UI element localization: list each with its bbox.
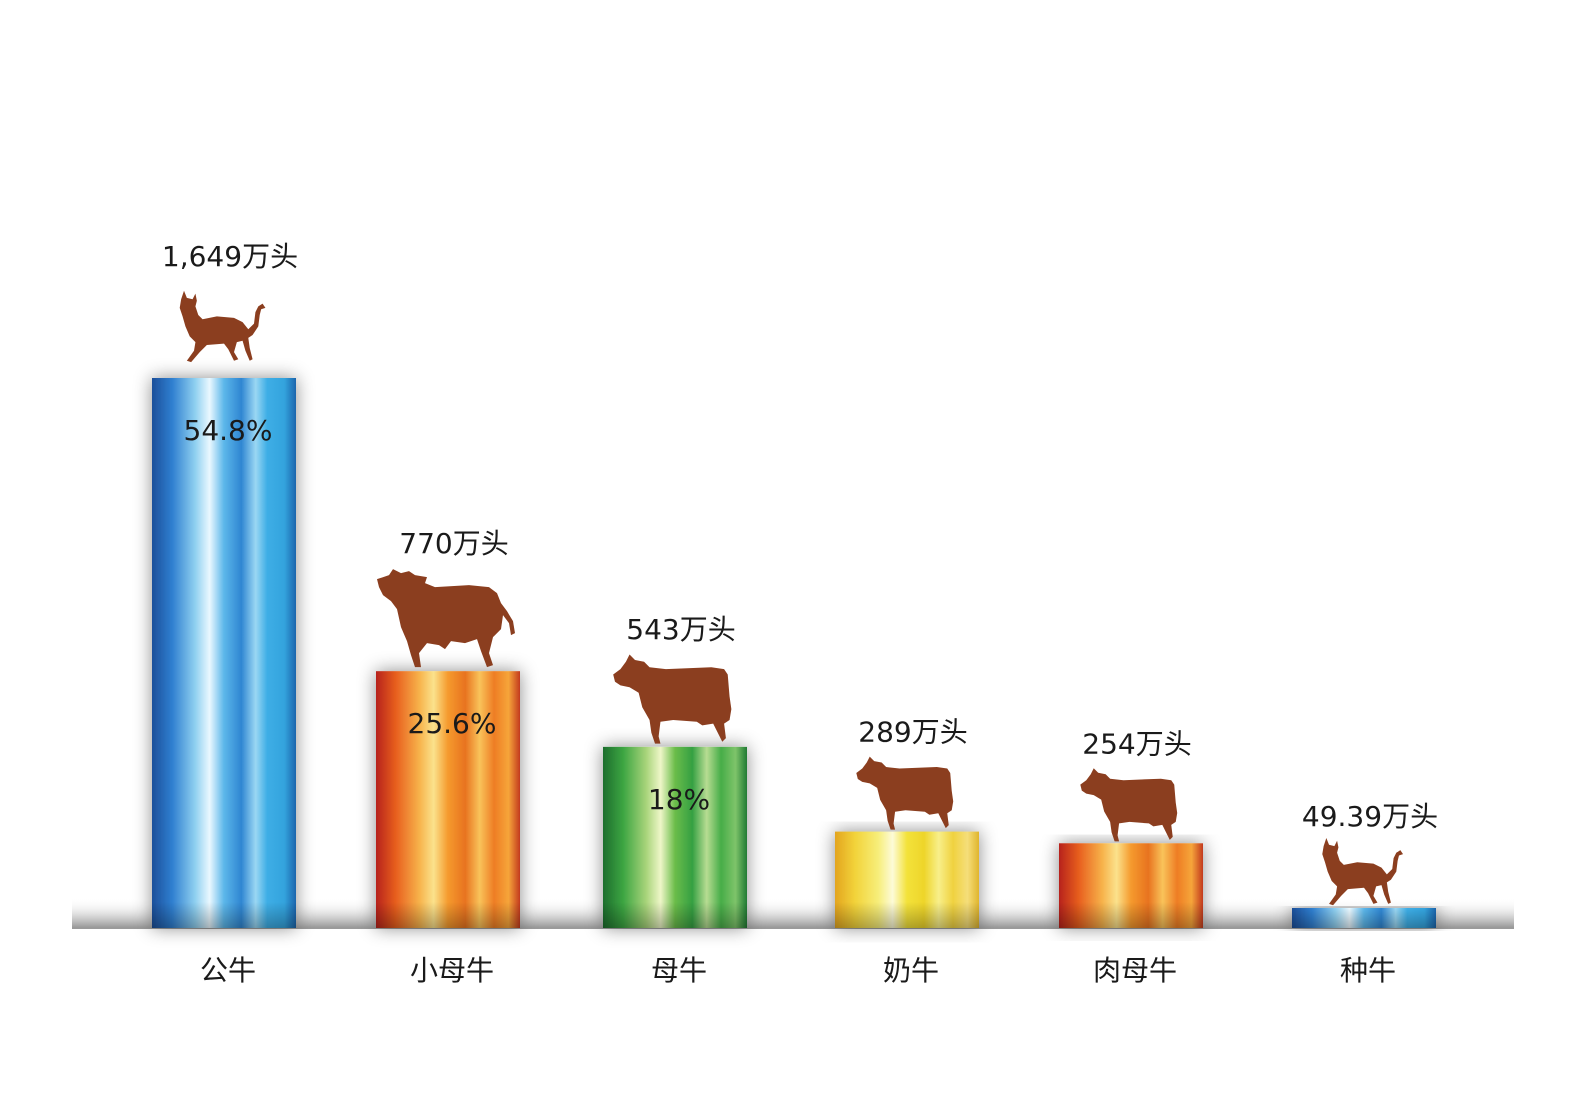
bar-1 (152, 378, 296, 928)
heifer-icon (377, 569, 515, 668)
category-label: 公牛 (200, 954, 256, 987)
bar-base-shade-6 (1292, 908, 1436, 928)
category-label: 奶牛 (883, 954, 939, 987)
beef-cow-icon (1080, 768, 1178, 842)
value-label: 289万头 (858, 716, 967, 749)
value-label: 254万头 (1082, 727, 1191, 760)
breeding-bull-icon (1322, 838, 1404, 906)
bull-icon (179, 290, 266, 363)
bar-base-shade-4 (835, 902, 979, 928)
bar-base-shade-5 (1059, 902, 1203, 928)
value-label: 1,649万头 (162, 240, 298, 273)
value-label: 770万头 (399, 527, 508, 560)
value-label: 543万头 (626, 613, 735, 646)
cow-icon (613, 654, 732, 744)
category-label: 种牛 (1340, 954, 1396, 987)
percent-label: 25.6% (408, 707, 497, 740)
floor-shadow (72, 898, 1514, 928)
percent-label: 18% (648, 783, 710, 816)
bar-2 (376, 671, 520, 928)
bar-base-shade-1 (152, 902, 296, 928)
bar-base-shade-2 (376, 902, 520, 928)
bar-base-shade-3 (603, 902, 747, 928)
category-label: 小母牛 (410, 954, 494, 987)
category-label: 肉母牛 (1093, 954, 1177, 987)
bar-3 (603, 746, 747, 928)
dairy-cow-icon (856, 756, 954, 830)
category-label: 母牛 (651, 954, 707, 987)
value-label: 49.39万头 (1302, 800, 1438, 833)
percent-label: 54.8% (184, 414, 273, 447)
